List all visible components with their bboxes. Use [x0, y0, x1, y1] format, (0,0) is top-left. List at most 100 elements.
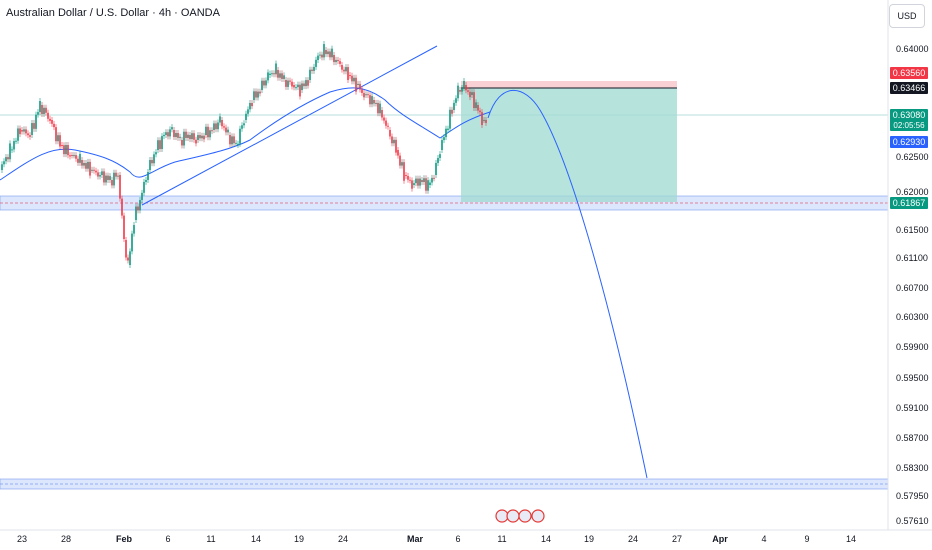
candle-body: [459, 90, 461, 92]
candle-body: [59, 135, 61, 147]
candle-body: [153, 154, 155, 164]
candle-body: [221, 120, 223, 127]
candle-body: [469, 91, 471, 98]
candle-body: [425, 178, 427, 191]
candle-body: [79, 153, 81, 163]
candle-body: [473, 92, 475, 109]
price-tick-label: 0.61100: [896, 253, 928, 263]
candle-body: [253, 91, 255, 100]
candle-body: [1, 164, 3, 170]
price-tick-label: 0.57610: [896, 516, 929, 526]
candle-body: [387, 125, 389, 127]
candle-body: [15, 140, 17, 142]
candle-body: [317, 55, 319, 60]
candle-body: [279, 73, 281, 78]
candle-body: [223, 126, 225, 128]
price-badge-label: 0.63466: [893, 83, 926, 93]
price-tick-label: 0.59500: [896, 373, 929, 383]
candle-body: [237, 143, 239, 145]
candle-body: [87, 161, 89, 169]
candle-body: [113, 172, 115, 186]
candle-body: [327, 51, 329, 55]
candle-body: [9, 143, 11, 160]
candle-body: [61, 145, 63, 146]
candle-body: [225, 127, 227, 133]
candle-body: [343, 69, 345, 72]
candle-body: [19, 128, 21, 135]
candle-body: [33, 123, 35, 129]
candle-body: [399, 155, 401, 166]
target-zone: [0, 478, 889, 490]
candle-body: [243, 123, 245, 126]
candle-body: [193, 133, 195, 140]
candle-body: [251, 103, 253, 107]
candle-body: [73, 155, 75, 157]
candle-body: [29, 135, 31, 137]
candle-body: [295, 87, 297, 89]
price-badge: [890, 136, 928, 148]
candle-body: [219, 116, 221, 123]
candle-body: [349, 75, 351, 76]
candle-body: [231, 136, 233, 145]
candle-body: [39, 101, 41, 113]
candle-body: [49, 118, 51, 121]
candle-body: [133, 225, 135, 234]
candle-body: [235, 142, 237, 144]
candle-body: [195, 139, 197, 144]
candle-body: [135, 206, 137, 220]
candle-body: [303, 83, 305, 87]
candle-body: [369, 95, 371, 105]
candle-body: [263, 80, 265, 86]
candle-body: [105, 175, 107, 183]
candle-body: [241, 125, 243, 129]
candle-body: [83, 162, 85, 166]
candle-body: [439, 154, 441, 158]
time-tick-label: Feb: [116, 534, 133, 544]
candle-body: [227, 129, 229, 133]
candles-group: [1, 41, 487, 268]
candle-body: [411, 180, 413, 189]
candle-body: [447, 128, 449, 130]
candle-body: [65, 144, 67, 155]
candle-body: [255, 91, 257, 98]
time-tick-label: 24: [628, 534, 638, 544]
candle-body: [63, 145, 65, 155]
candle-body: [43, 107, 45, 115]
candle-body: [331, 48, 333, 58]
flag-icon[interactable]: [518, 509, 532, 523]
candle-body: [163, 134, 165, 137]
candle-body: [209, 130, 211, 138]
candle-body: [115, 172, 117, 177]
flag-icon[interactable]: [531, 509, 545, 523]
time-tick-label: 23: [17, 534, 27, 544]
candle-body: [483, 119, 485, 121]
candle-body: [275, 63, 277, 75]
candle-body: [197, 135, 199, 140]
candle-body: [357, 83, 359, 85]
candle-body: [141, 192, 143, 200]
flag-icon[interactable]: [495, 509, 509, 523]
candle-body: [249, 103, 251, 110]
economic-events[interactable]: [495, 509, 545, 523]
candle-body: [485, 119, 487, 123]
price-tick-label: 0.59900: [896, 342, 929, 352]
candle-body: [365, 94, 367, 96]
candle-body: [347, 67, 349, 81]
candle-body: [321, 54, 323, 58]
projection-curve: [487, 89, 648, 479]
candle-body: [259, 91, 261, 94]
flag-icon[interactable]: [506, 509, 520, 523]
currency-button[interactable]: USD: [889, 4, 925, 28]
candle-body: [93, 169, 95, 171]
candle-body: [309, 69, 311, 80]
candle-body: [319, 54, 321, 56]
candle-body: [305, 80, 307, 87]
candle-body: [55, 127, 57, 142]
candle-body: [149, 159, 151, 170]
candle-body: [367, 94, 369, 96]
candle-body: [181, 140, 183, 146]
candle-body: [27, 133, 29, 136]
candle-body: [385, 120, 387, 126]
time-tick-label: 14: [846, 534, 856, 544]
